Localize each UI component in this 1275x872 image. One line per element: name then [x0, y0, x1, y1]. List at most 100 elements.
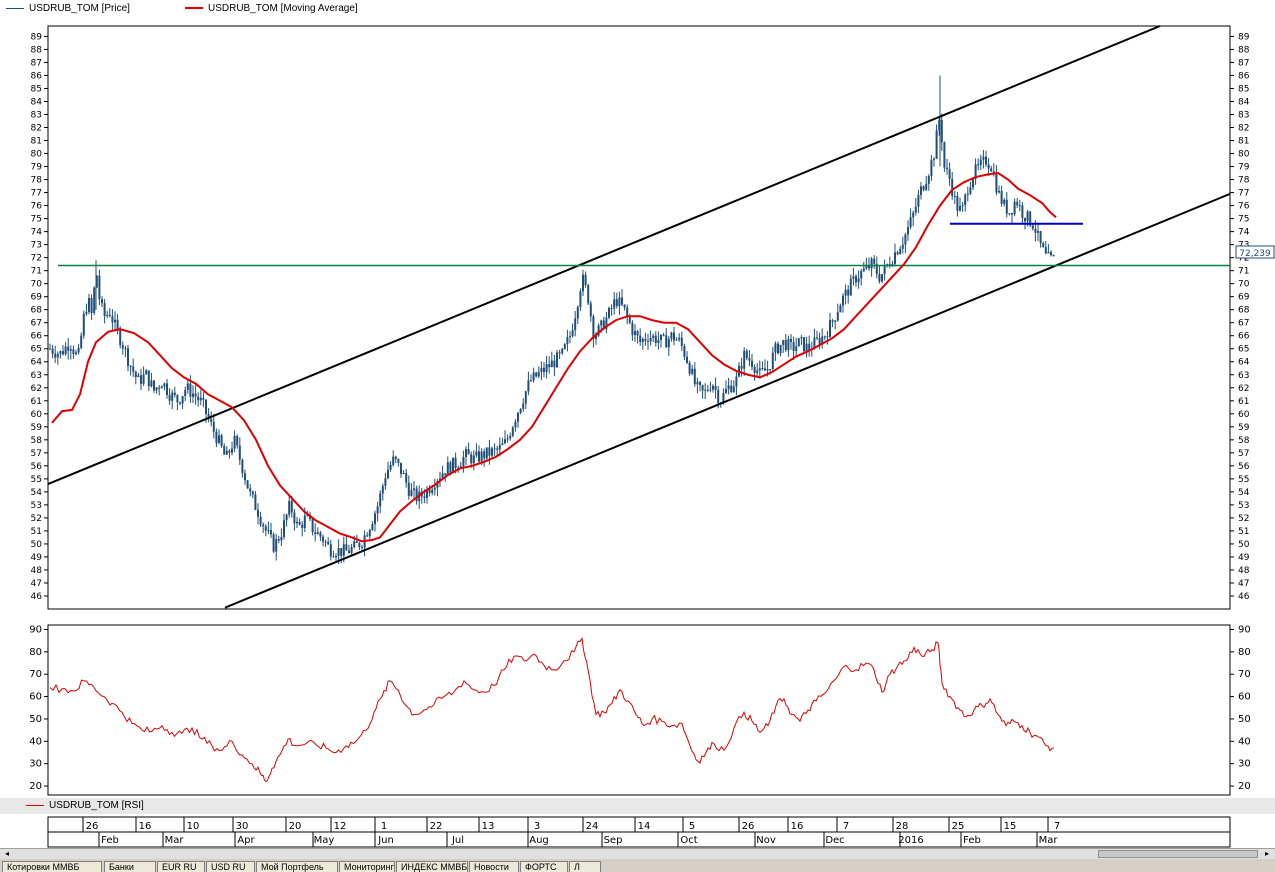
candle-body — [485, 447, 488, 459]
candle-body — [1021, 205, 1024, 219]
candle-body — [223, 446, 226, 455]
candle-body — [595, 335, 597, 339]
candle-body — [740, 366, 743, 369]
candle-body — [860, 271, 863, 279]
candle-body — [215, 431, 218, 443]
candle-body — [478, 451, 480, 462]
candle-body — [886, 264, 889, 266]
candle-body — [67, 346, 70, 351]
legend-ma[interactable]: USDRUB_TOM [Moving Average] — [185, 3, 358, 14]
scrollbar-thumb[interactable] — [1098, 850, 1258, 858]
candle-body — [514, 421, 517, 428]
time-tick-label: 10 — [187, 821, 200, 832]
candle-body — [324, 541, 327, 543]
candle-body — [959, 205, 961, 211]
candle-body — [171, 392, 174, 401]
workspace-tab[interactable]: Новости — [469, 861, 519, 872]
candle-body — [914, 206, 917, 213]
candle-body — [974, 164, 977, 180]
scroll-left-icon[interactable]: ◂ — [4, 849, 9, 858]
price-tick-label-left: 51 — [31, 527, 42, 537]
rsi-series-line[interactable] — [49, 637, 1055, 783]
candle-body — [103, 303, 106, 316]
candle-body — [701, 385, 704, 391]
legend-price[interactable]: USDRUB_TOM [Price] — [6, 3, 130, 14]
time-tick-label: 28 — [896, 821, 909, 832]
price-tick-label-left: 79 — [31, 163, 43, 173]
candle-body — [212, 421, 215, 432]
price-tick-label-right: 53 — [1238, 501, 1249, 511]
candle-body — [556, 352, 558, 368]
candle-body — [582, 274, 584, 292]
candle-body — [452, 457, 454, 473]
workspace-tab[interactable]: Банки — [104, 861, 156, 872]
price-tick-label-right: 51 — [1238, 527, 1249, 537]
candle-body — [935, 130, 938, 159]
candle-body — [922, 186, 925, 190]
candle-body — [80, 335, 83, 348]
price-tick-label-left: 74 — [31, 228, 43, 238]
time-ticks: 26 16 10 30 20 12 1 22 13 3 24 14 5 26 16 7 28 25 15 7 Feb Ma… — [82, 817, 1060, 847]
candle-body — [288, 500, 291, 515]
candle-body — [511, 427, 514, 436]
time-tick-label: 25 — [952, 821, 965, 832]
candle-body — [205, 399, 207, 415]
candle-body — [641, 338, 644, 342]
candle-body — [449, 462, 452, 473]
price-tick-label-right: 72 — [1238, 254, 1249, 264]
candle-body — [231, 448, 233, 453]
candle-body — [101, 299, 103, 304]
price-panel: 46 47 48 49 50 51 52 53 54 55 56 57 58 59 60 61 62 63 64 65… — [31, 25, 1275, 610]
candle-body — [98, 275, 101, 300]
month-label: Feb — [963, 835, 981, 846]
legend-rsi[interactable]: USDRUB_TOM [RSI] — [26, 800, 144, 811]
candle-body — [797, 338, 800, 347]
moving-average-line[interactable] — [51, 172, 1057, 543]
candle-body — [387, 469, 389, 479]
rsi-tick-label-right: 80 — [1238, 647, 1251, 658]
workspace-tab[interactable]: USD RU — [206, 861, 255, 872]
price-tick-label-right: 89 — [1238, 32, 1250, 42]
price-tick-label-right: 83 — [1238, 110, 1249, 120]
candle-body — [301, 524, 304, 528]
candle-body — [777, 343, 779, 354]
workspace-tab[interactable]: ИНДЕКС ММВБ — [396, 861, 468, 872]
candle-body — [896, 252, 899, 255]
workspace-tab[interactable]: Мой Портфель — [256, 861, 338, 872]
price-tick-label-left: 49 — [31, 553, 43, 563]
workspace-tab[interactable]: Котировки ММВБ — [2, 861, 102, 872]
candle-body — [631, 322, 634, 336]
candle-body — [306, 514, 309, 516]
candle-body — [826, 336, 829, 338]
candle-body — [501, 443, 504, 445]
candle-body — [592, 316, 595, 339]
rsi-tick-label-left: 80 — [29, 647, 42, 658]
candle-body — [904, 234, 907, 245]
candle-body — [548, 364, 551, 368]
candle-body — [805, 343, 808, 352]
horizontal-scrollbar[interactable]: ◂ ▸ — [0, 848, 1275, 860]
price-tick-label-left: 78 — [31, 176, 43, 186]
candle-body — [816, 337, 818, 339]
candle-body — [990, 168, 993, 172]
candle-body — [961, 205, 964, 207]
time-tick-label: 26 — [742, 821, 755, 832]
candle-body — [150, 380, 153, 387]
workspace-tab[interactable]: Л — [569, 861, 601, 872]
candle-body — [706, 389, 709, 391]
chart-canvas[interactable]: 4647484950515253545556575859606162636465… — [0, 0, 1275, 848]
price-tick-label-left: 54 — [31, 488, 43, 498]
workspace-tab[interactable]: EUR RU — [157, 861, 205, 872]
candle-body — [254, 494, 257, 510]
workspace-tab[interactable]: Мониторинг — [339, 861, 395, 872]
workspace-tab[interactable]: ФОРТС — [520, 861, 568, 872]
candle-body — [436, 481, 439, 488]
channel-lower-line[interactable] — [224, 192, 1231, 609]
candle-body — [912, 212, 915, 218]
candle-body — [220, 435, 223, 447]
candle-body — [129, 365, 132, 367]
candle-body — [639, 335, 642, 342]
candle-body — [153, 380, 155, 391]
price-tick-label-right: 46 — [1238, 592, 1250, 602]
scroll-right-icon[interactable]: ▸ — [1264, 849, 1269, 858]
